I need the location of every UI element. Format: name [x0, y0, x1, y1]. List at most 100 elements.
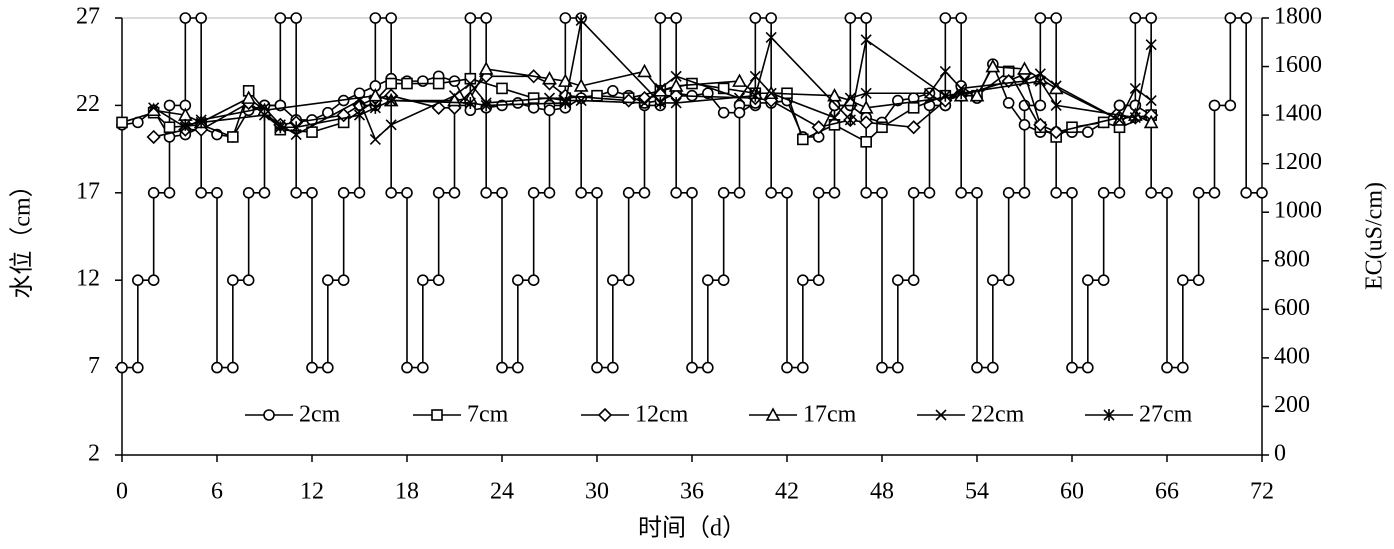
marker	[812, 187, 825, 199]
y2-tick-label: 1400	[1274, 101, 1322, 127]
series	[179, 14, 1157, 134]
marker	[955, 187, 967, 199]
marker	[132, 361, 144, 374]
legend-marker	[1103, 409, 1115, 421]
marker	[478, 61, 494, 75]
legend-label: 7cm	[467, 402, 509, 428]
marker	[622, 274, 635, 287]
marker	[1192, 187, 1205, 199]
marker	[147, 187, 160, 199]
marker	[432, 274, 445, 287]
marker	[385, 12, 397, 24]
marker	[227, 361, 239, 374]
marker	[637, 90, 652, 106]
marker	[1097, 274, 1110, 287]
marker	[749, 89, 761, 102]
x-tick-label: 12	[300, 479, 324, 505]
marker	[686, 187, 698, 199]
marker	[369, 101, 381, 114]
marker	[1082, 274, 1094, 287]
marker	[195, 116, 207, 129]
marker	[116, 361, 128, 374]
marker	[1002, 274, 1015, 287]
marker	[844, 113, 856, 126]
marker	[858, 100, 874, 114]
marker	[860, 12, 872, 24]
marker	[844, 12, 857, 24]
marker	[322, 274, 334, 287]
marker	[448, 90, 461, 102]
marker	[876, 187, 888, 199]
marker	[1192, 274, 1205, 287]
marker	[1129, 111, 1141, 124]
marker	[591, 187, 603, 199]
x-tick-label: 54	[965, 479, 989, 505]
marker	[512, 97, 524, 109]
marker	[859, 115, 874, 130]
marker	[464, 77, 476, 90]
marker	[464, 12, 477, 24]
marker	[1002, 187, 1015, 199]
marker	[1033, 117, 1048, 132]
marker	[985, 58, 1001, 73]
legend-label: 2cm	[299, 402, 341, 428]
marker	[860, 87, 872, 99]
marker	[702, 87, 714, 100]
marker	[211, 361, 223, 374]
marker	[686, 361, 698, 374]
marker	[417, 361, 429, 374]
marker	[1066, 187, 1078, 199]
marker	[955, 87, 967, 100]
x-tick-label: 6	[211, 479, 223, 505]
marker	[1082, 361, 1094, 374]
marker	[797, 133, 809, 146]
marker	[717, 274, 730, 287]
marker	[811, 120, 826, 135]
y2-tick-label: 1200	[1274, 149, 1322, 175]
marker	[827, 88, 842, 102]
marker	[876, 361, 888, 374]
marker	[668, 78, 684, 92]
marker	[654, 82, 666, 94]
marker	[543, 187, 556, 199]
x-tick-label: 18	[395, 479, 419, 505]
marker	[195, 187, 207, 199]
marker	[1050, 12, 1062, 24]
x-tick-label: 0	[116, 479, 128, 505]
marker	[638, 97, 651, 109]
marker	[195, 12, 207, 24]
marker	[306, 126, 318, 138]
marker	[306, 187, 318, 199]
marker	[892, 361, 904, 374]
marker	[227, 274, 239, 287]
marker	[749, 12, 762, 24]
marker	[1034, 12, 1047, 24]
marker	[1177, 361, 1189, 374]
marker	[573, 78, 589, 92]
marker	[369, 133, 381, 145]
marker	[385, 77, 397, 90]
y2-tick-label: 1600	[1274, 52, 1322, 78]
marker	[860, 136, 872, 148]
marker	[401, 187, 413, 199]
x-tick-label: 60	[1060, 479, 1084, 505]
marker	[607, 85, 619, 97]
series-line	[185, 18, 1152, 129]
x-tick-label: 24	[490, 479, 514, 505]
marker	[637, 63, 652, 78]
marker	[290, 121, 302, 134]
y2-tick-label: 1000	[1274, 198, 1322, 224]
marker	[290, 187, 302, 199]
marker	[559, 12, 572, 24]
legend-label: 22cm	[971, 402, 1025, 428]
marker	[907, 187, 920, 199]
marker	[781, 361, 793, 374]
x-axis-title: 时间（d）	[638, 515, 746, 542]
marker	[638, 187, 651, 199]
marker	[733, 106, 746, 119]
marker	[1034, 75, 1046, 88]
marker	[860, 187, 872, 199]
marker	[241, 90, 257, 104]
marker	[702, 361, 714, 374]
marker	[542, 71, 557, 85]
